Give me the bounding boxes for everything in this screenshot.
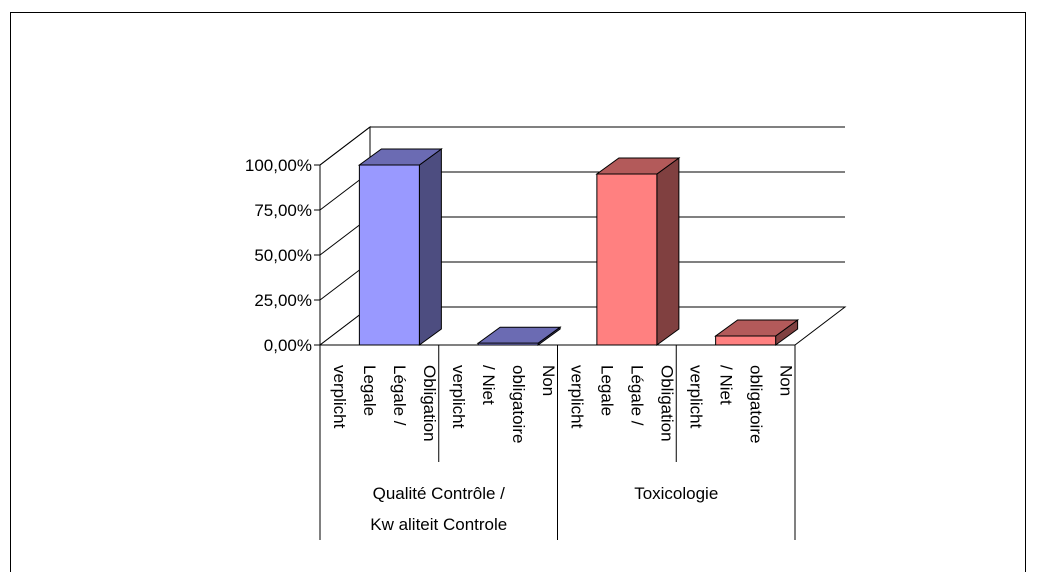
y-tick-label: 100,00% xyxy=(245,156,312,175)
bar xyxy=(596,173,658,346)
bar-category-label: verplicht xyxy=(686,365,705,429)
bar-category-label: Obligation xyxy=(658,365,677,442)
bar xyxy=(715,335,777,346)
y-tick-label: 75,00% xyxy=(254,201,312,220)
bar xyxy=(477,342,539,346)
y-tick-label: 50,00% xyxy=(254,246,312,265)
bar xyxy=(358,164,420,346)
bar-side xyxy=(418,148,442,346)
bar-category-label: obligatoire xyxy=(746,365,765,443)
group-label: Kw aliteit Controle xyxy=(370,515,507,534)
bar-category-label: Non xyxy=(539,365,558,396)
bar-category-label: Legale xyxy=(598,365,617,416)
bar-category-label: verplicht xyxy=(568,365,587,429)
bar-category-label: Légale / xyxy=(390,365,409,426)
bar-category-label: Non xyxy=(776,365,795,396)
bar-category-label: Légale / xyxy=(628,365,647,426)
bar-category-label: obligatoire xyxy=(509,365,528,443)
bar-category-label: verplicht xyxy=(449,365,468,429)
bar-category-label: Legale xyxy=(360,365,379,416)
y-tick-label: 0,00% xyxy=(264,336,312,355)
gridline-side xyxy=(319,126,371,166)
bar-category-label: Obligation xyxy=(420,365,439,442)
chart-frame xyxy=(10,12,1026,572)
bar-category-label: verplicht xyxy=(330,365,349,429)
bar-category-label: / Niet xyxy=(479,365,498,405)
bar-side xyxy=(656,157,680,346)
group-label: Qualité Contrôle / xyxy=(373,484,506,503)
y-tick-label: 25,00% xyxy=(254,291,312,310)
bar-category-label: / Niet xyxy=(716,365,735,405)
group-label: Toxicologie xyxy=(634,484,718,503)
